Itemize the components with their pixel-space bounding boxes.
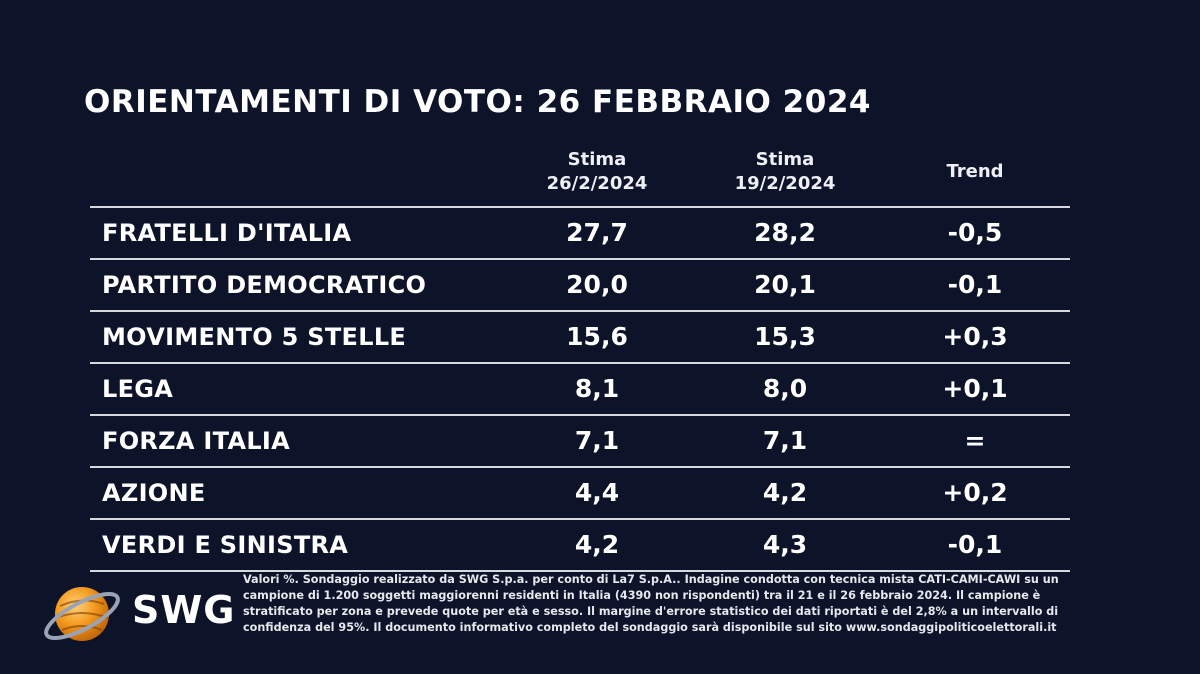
trend-value: +0,2 bbox=[942, 478, 1008, 507]
trend-value: +0,1 bbox=[942, 374, 1008, 403]
table-row: AZIONE 4,4 4,2 +0,2 bbox=[90, 466, 1070, 518]
logo-text: SWG bbox=[132, 588, 236, 632]
table-row: MOVIMENTO 5 STELLE 15,6 15,3 +0,3 bbox=[90, 310, 1070, 362]
party-name: AZIONE bbox=[102, 479, 206, 507]
estimate-previous: 4,2 bbox=[762, 478, 808, 507]
column-header-trend: Trend bbox=[885, 160, 1065, 184]
party-name: FRATELLI D'ITALIA bbox=[102, 219, 352, 247]
trend-value: = bbox=[964, 426, 986, 455]
table-row: LEGA 8,1 8,0 +0,1 bbox=[90, 362, 1070, 414]
swg-globe-icon bbox=[44, 587, 120, 641]
column-header-current: Stima 26/2/2024 bbox=[507, 148, 687, 196]
estimate-current: 15,6 bbox=[566, 322, 628, 351]
estimate-current: 4,4 bbox=[574, 478, 620, 507]
table-row: PARTITO DEMOCRATICO 20,0 20,1 -0,1 bbox=[90, 258, 1070, 310]
column-header-previous-line2: 19/2/2024 bbox=[734, 173, 836, 194]
party-name: MOVIMENTO 5 STELLE bbox=[102, 323, 407, 351]
column-header-trend-line1: Trend bbox=[946, 161, 1004, 182]
estimate-previous: 15,3 bbox=[754, 322, 816, 351]
estimate-current: 20,0 bbox=[566, 270, 628, 299]
trend-value: -0,5 bbox=[947, 218, 1003, 247]
trend-value: -0,1 bbox=[947, 530, 1003, 559]
estimate-current: 8,1 bbox=[574, 374, 620, 403]
trend-value: +0,3 bbox=[942, 322, 1008, 351]
column-header-current-line2: 26/2/2024 bbox=[546, 173, 648, 194]
estimate-current: 27,7 bbox=[566, 218, 628, 247]
estimate-previous: 20,1 bbox=[754, 270, 816, 299]
estimate-current: 7,1 bbox=[574, 426, 620, 455]
table-row: FRATELLI D'ITALIA 27,7 28,2 -0,5 bbox=[90, 206, 1070, 258]
column-header-current-line1: Stima bbox=[567, 149, 627, 170]
estimate-previous: 8,0 bbox=[762, 374, 808, 403]
trend-value: -0,1 bbox=[947, 270, 1003, 299]
estimate-previous: 4,3 bbox=[762, 530, 808, 559]
table-row: VERDI E SINISTRA 4,2 4,3 -0,1 bbox=[90, 518, 1070, 572]
party-name: LEGA bbox=[102, 375, 174, 403]
column-header-previous-line1: Stima bbox=[755, 149, 815, 170]
estimate-previous: 28,2 bbox=[754, 218, 816, 247]
party-name: VERDI E SINISTRA bbox=[102, 531, 349, 559]
swg-logo: SWG bbox=[40, 578, 234, 648]
table-row: FORZA ITALIA 7,1 7,1 = bbox=[90, 414, 1070, 466]
party-name: FORZA ITALIA bbox=[102, 427, 291, 455]
poll-table: FRATELLI D'ITALIA 27,7 28,2 -0,5 PARTITO… bbox=[90, 206, 1070, 572]
estimate-previous: 7,1 bbox=[762, 426, 808, 455]
column-header-previous: Stima 19/2/2024 bbox=[695, 148, 875, 196]
estimate-current: 4,2 bbox=[574, 530, 620, 559]
methodology-note: Valori %. Sondaggio realizzato da SWG S.… bbox=[243, 573, 1059, 634]
party-name: PARTITO DEMOCRATICO bbox=[102, 271, 427, 299]
chart-title: ORIENTAMENTI DI VOTO: 26 FEBBRAIO 2024 bbox=[84, 84, 871, 120]
